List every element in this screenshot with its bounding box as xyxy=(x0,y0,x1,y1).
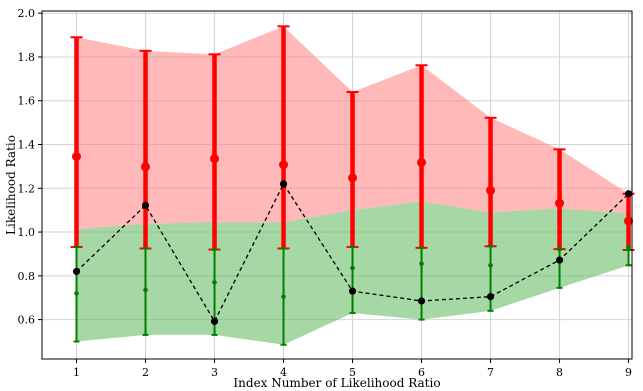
y-tick-label: 0.6 xyxy=(18,314,36,327)
dashed-line-point xyxy=(279,180,288,188)
y-axis-ticks: 0.6 0.8 1.0 1.2 1.4 1.6 1.8 2.0 xyxy=(18,7,42,327)
red-point xyxy=(555,198,565,208)
x-tick-label: 7 xyxy=(487,366,494,379)
green-point xyxy=(488,263,493,268)
x-tick-label: 2 xyxy=(142,366,149,379)
green-point xyxy=(350,265,355,271)
dashed-line-point xyxy=(555,256,564,264)
dashed-series xyxy=(72,180,633,325)
dashed-line-point xyxy=(210,317,219,325)
y-tick-label: 1.6 xyxy=(18,95,36,108)
dashed-line-point xyxy=(141,201,150,209)
red-point xyxy=(417,157,427,167)
y-tick-label: 1.8 xyxy=(18,51,36,64)
green-point xyxy=(143,287,148,293)
y-tick-label: 1.0 xyxy=(18,226,36,239)
dashed-line-point xyxy=(486,293,495,301)
green-point xyxy=(557,246,562,252)
y-tick-label: 1.2 xyxy=(18,182,36,195)
green-point xyxy=(281,294,286,299)
plot-frame xyxy=(41,10,633,360)
x-axis-ticks: 1 2 3 4 5 6 7 8 9 xyxy=(73,359,632,379)
green-point xyxy=(212,280,217,285)
red-point xyxy=(486,185,496,195)
y-tick-label: 1.4 xyxy=(18,139,36,152)
green-point xyxy=(74,291,79,296)
dashed-line-point xyxy=(624,190,633,198)
dashed-line-point xyxy=(417,297,426,305)
y-axis-label: Likelihood Ratio xyxy=(4,135,18,235)
y-tick-label: 2.0 xyxy=(18,7,36,20)
red-point xyxy=(279,160,289,170)
x-tick-label: 8 xyxy=(556,366,563,379)
x-tick-label: 9 xyxy=(625,366,632,379)
red-point xyxy=(210,154,220,164)
dashed-line-point xyxy=(348,287,357,295)
green-point xyxy=(419,261,424,267)
red-point xyxy=(141,162,151,172)
red-point xyxy=(624,216,634,226)
x-tick-label: 4 xyxy=(280,366,287,379)
x-axis-label: Index Number of Likelihood Ratio xyxy=(233,376,440,390)
x-tick-label: 5 xyxy=(349,366,356,379)
x-tick-label: 6 xyxy=(418,366,425,379)
x-tick-label: 1 xyxy=(73,366,80,379)
dashed-line-point xyxy=(72,267,81,276)
y-tick-label: 0.8 xyxy=(18,270,36,283)
x-tick-label: 3 xyxy=(211,366,218,379)
red-point xyxy=(348,173,358,183)
error-bars xyxy=(70,25,635,346)
green-point xyxy=(626,245,631,250)
red-point xyxy=(72,152,82,162)
